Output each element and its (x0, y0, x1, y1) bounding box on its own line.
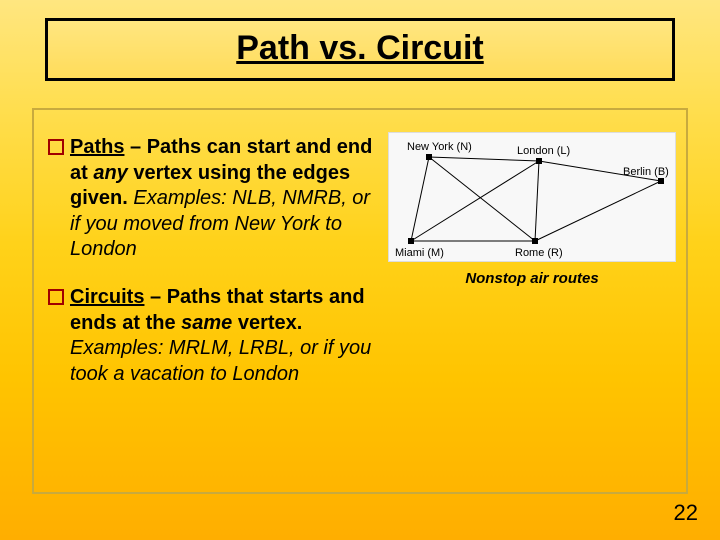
bullet-square-icon (48, 289, 64, 305)
graph-node-label: Rome (R) (515, 247, 563, 259)
bullet-paths: Paths – Paths can start and end at any v… (48, 135, 378, 263)
graph-node-label: Berlin (B) (623, 166, 669, 178)
graph-node (536, 158, 542, 164)
circuits-examples: Examples: MRLM, LRBL, or if you took a v… (70, 337, 371, 385)
air-routes-diagram: New York (N) London (L) Berlin (B) Miami (M… (388, 132, 676, 262)
circuits-term: Circuits (70, 286, 144, 308)
circuits-tail: vertex. (232, 312, 302, 334)
text-column: Paths – Paths can start and end at any v… (48, 135, 378, 409)
diagram-caption: Nonstop air routes (388, 270, 676, 287)
graph-node-label: New York (N) (407, 141, 472, 153)
slide-title: Path vs. Circuit (48, 29, 672, 68)
graph-node (426, 154, 432, 160)
graph-node-label: London (L) (517, 145, 570, 157)
paths-emph: any (93, 162, 127, 184)
paths-dash: – (124, 136, 146, 158)
page-number: 22 (674, 500, 698, 526)
graph-node-label: Miami (M) (395, 247, 444, 259)
diagram-wrap: New York (N) London (L) Berlin (B) Miami (M… (388, 132, 676, 287)
bullet-circuits-text: Circuits – Paths that starts and ends at… (70, 285, 378, 387)
bullet-square-icon (48, 139, 64, 155)
content-box: Paths – Paths can start and end at any v… (32, 108, 688, 494)
circuits-dash: – (144, 286, 166, 308)
graph-node (658, 178, 664, 184)
title-box: Path vs. Circuit (45, 18, 675, 81)
bullet-paths-text: Paths – Paths can start and end at any v… (70, 135, 378, 263)
circuits-emph: same (181, 312, 232, 334)
graph-node (408, 238, 414, 244)
bullet-circuits: Circuits – Paths that starts and ends at… (48, 285, 378, 387)
graph-node (532, 238, 538, 244)
paths-term: Paths (70, 136, 124, 158)
